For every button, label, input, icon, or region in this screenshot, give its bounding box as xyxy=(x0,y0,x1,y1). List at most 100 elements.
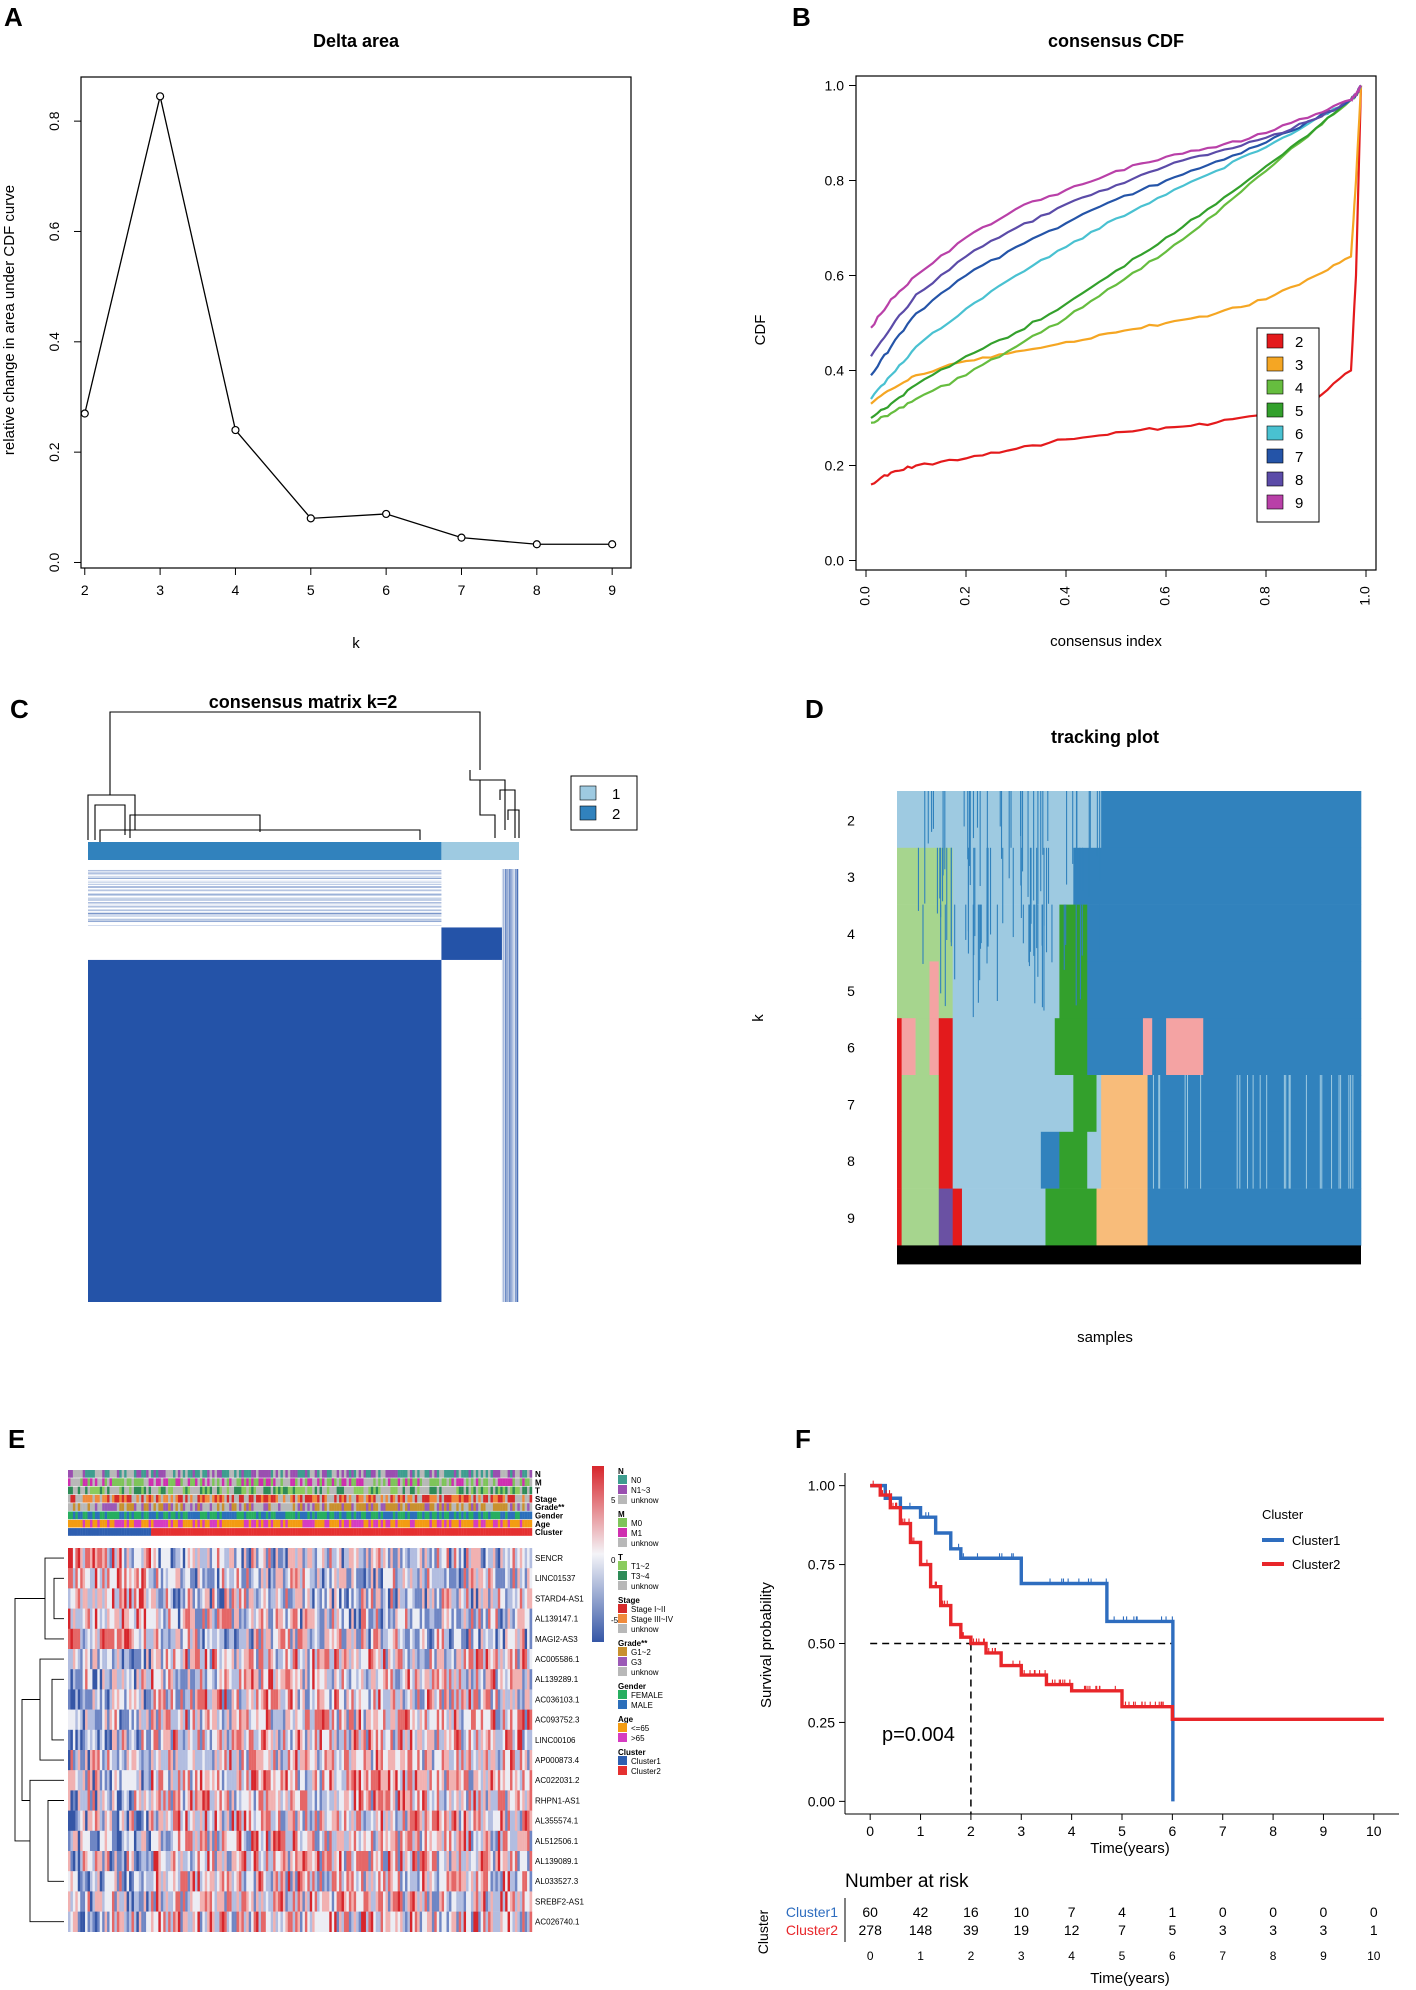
annotation-cell xyxy=(304,1478,308,1486)
expression-cell xyxy=(317,1851,320,1872)
expression-cell xyxy=(414,1669,418,1690)
expression-cell xyxy=(202,1750,205,1771)
expression-cell xyxy=(368,1548,372,1569)
expression-cell xyxy=(468,1729,472,1751)
annotation-cell xyxy=(292,1511,296,1520)
expression-cell xyxy=(417,1830,420,1852)
expression-cell xyxy=(229,1649,232,1670)
expression-cell xyxy=(256,1770,259,1791)
expression-cell xyxy=(226,1568,230,1589)
annotation-cell xyxy=(256,1511,259,1520)
annotation-cell xyxy=(192,1486,196,1495)
expression-cell xyxy=(82,1649,86,1670)
expression-cell xyxy=(214,1770,218,1791)
annotation-cell xyxy=(527,1486,530,1495)
expression-cell xyxy=(68,1628,71,1650)
expression-cell xyxy=(94,1689,98,1710)
annotation-cell xyxy=(221,1486,225,1495)
expression-cell xyxy=(82,1709,86,1730)
annotation-cell xyxy=(419,1470,423,1478)
expression-cell xyxy=(104,1851,108,1872)
expression-cell xyxy=(446,1709,450,1730)
annotation-cell xyxy=(507,1519,511,1528)
expression-cell xyxy=(390,1790,393,1811)
expression-cell xyxy=(155,1669,159,1690)
expression-cell xyxy=(400,1608,403,1629)
annotation-cell xyxy=(383,1511,386,1520)
expression-cell xyxy=(180,1790,183,1811)
expression-cell xyxy=(468,1851,472,1872)
expression-cell xyxy=(80,1729,83,1751)
expression-cell xyxy=(439,1548,442,1569)
annotation-cell xyxy=(209,1494,213,1503)
annotation-cell xyxy=(234,1486,237,1495)
expression-cell xyxy=(111,1851,115,1872)
annotation-cell xyxy=(405,1519,408,1528)
annotation-cell xyxy=(160,1470,164,1478)
expression-cell xyxy=(309,1770,313,1791)
expression-cell xyxy=(209,1729,213,1751)
expression-cell xyxy=(400,1709,403,1730)
expression-cell xyxy=(434,1830,437,1852)
expression-cell xyxy=(319,1830,323,1852)
expression-cell xyxy=(468,1790,472,1811)
expression-cell xyxy=(268,1851,271,1872)
expression-cell xyxy=(146,1790,149,1811)
expression-cell xyxy=(109,1709,113,1730)
annotation-cell xyxy=(502,1478,506,1486)
annotation-cell xyxy=(221,1494,225,1503)
annotation-cell xyxy=(119,1511,122,1520)
y-axis-label: CDF xyxy=(752,315,769,346)
annotation-cell xyxy=(512,1511,516,1520)
annotation-cell xyxy=(441,1528,445,1536)
expression-cell xyxy=(116,1548,120,1569)
annotation-cell xyxy=(321,1528,325,1536)
expression-cell xyxy=(94,1568,98,1589)
expression-cell xyxy=(414,1709,418,1730)
annotation-cell xyxy=(146,1470,149,1478)
expression-cell xyxy=(395,1729,398,1751)
expression-cell xyxy=(458,1770,462,1791)
annotation-cell xyxy=(270,1511,274,1520)
expression-cell xyxy=(111,1689,115,1710)
expression-cell xyxy=(353,1628,357,1650)
expression-cell xyxy=(129,1628,132,1650)
expression-cell xyxy=(417,1608,420,1629)
annotation-cell xyxy=(212,1486,215,1495)
expression-cell xyxy=(131,1770,135,1791)
annotation-cell xyxy=(375,1519,379,1528)
expression-cell xyxy=(363,1729,367,1751)
x-tick-label: 5 xyxy=(307,582,315,598)
expression-cell xyxy=(104,1770,108,1791)
annotation-cell xyxy=(324,1519,328,1528)
annotation-cell xyxy=(402,1478,406,1486)
expression-cell xyxy=(238,1709,242,1730)
expression-cell xyxy=(466,1851,469,1872)
annotation-cell xyxy=(119,1528,122,1536)
expression-cell xyxy=(519,1588,523,1609)
expression-cell xyxy=(143,1649,147,1670)
expression-cell xyxy=(309,1669,313,1690)
expression-cell xyxy=(453,1830,457,1852)
expression-cell xyxy=(500,1810,503,1831)
annotation-cell xyxy=(148,1486,152,1495)
expression-cell xyxy=(348,1649,352,1670)
expression-cell xyxy=(309,1649,313,1670)
expression-cell xyxy=(278,1750,281,1771)
expression-cell xyxy=(270,1851,274,1872)
expression-cell xyxy=(168,1770,171,1791)
expression-cell xyxy=(500,1689,503,1710)
expression-cell xyxy=(370,1830,374,1852)
annotation-cell xyxy=(85,1494,88,1503)
annotation-cell xyxy=(480,1494,484,1503)
expression-cell xyxy=(85,1568,88,1589)
annotation-cell xyxy=(448,1486,452,1495)
expression-cell xyxy=(480,1750,484,1771)
annotation-cell xyxy=(312,1503,315,1511)
expression-cell xyxy=(490,1568,494,1589)
expression-cell xyxy=(463,1750,467,1771)
annotation-cell xyxy=(131,1494,135,1503)
expression-cell xyxy=(177,1750,181,1771)
annotation-cell xyxy=(124,1503,127,1511)
